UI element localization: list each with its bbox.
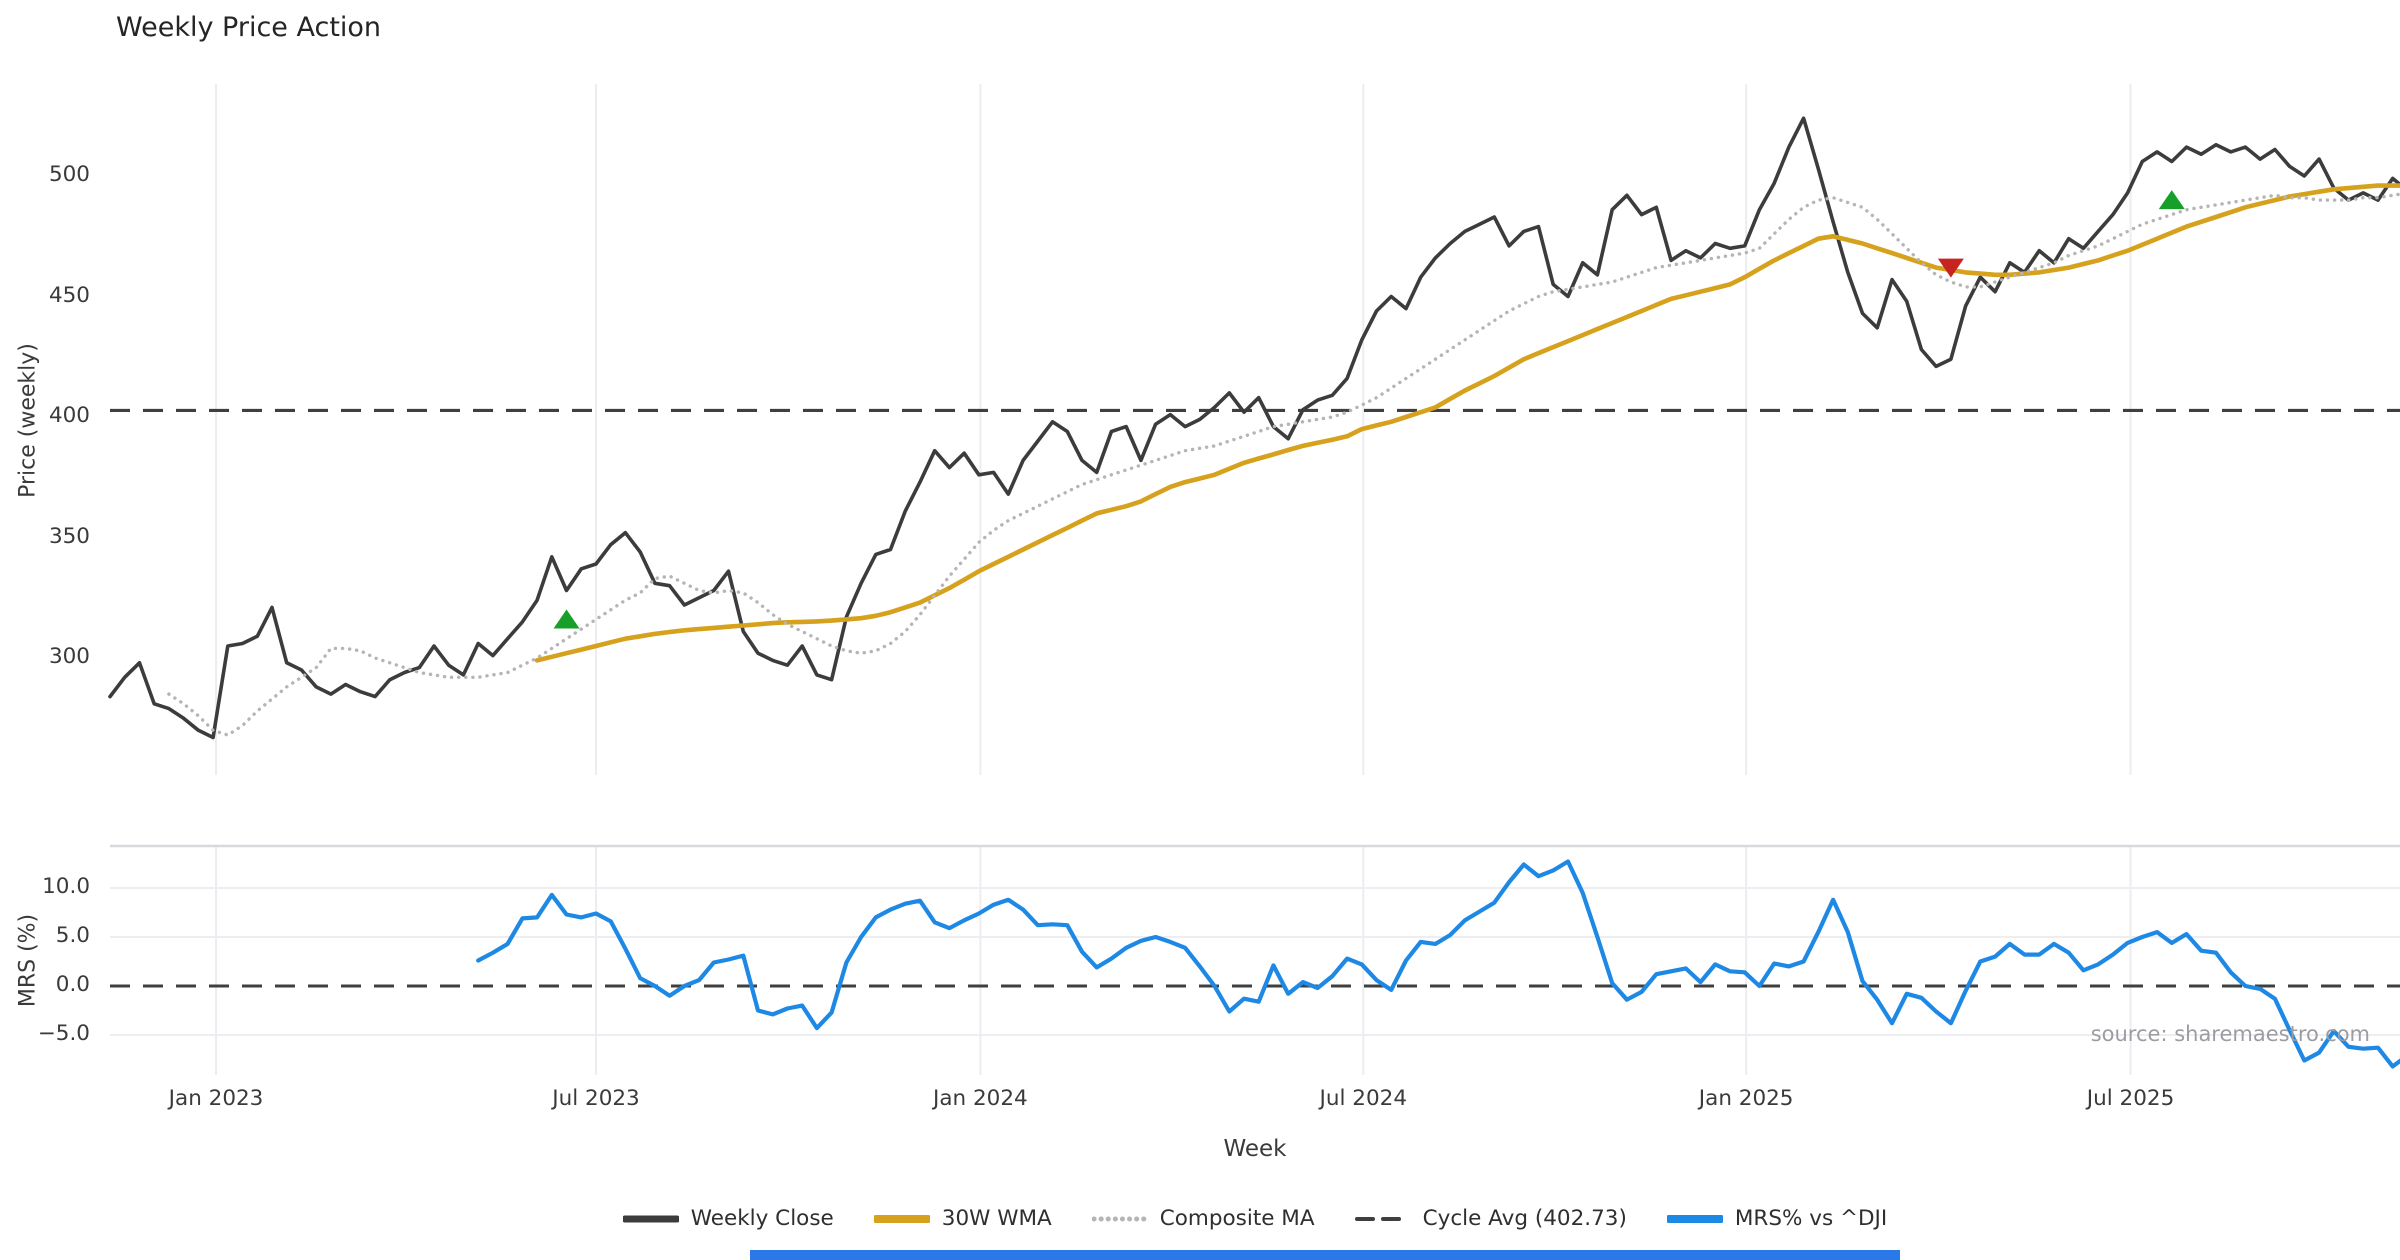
price-tick-label: 350 (48, 523, 90, 549)
source-note: source: sharemaestro.com (2090, 1022, 2370, 1046)
legend-item-composite-ma[interactable]: Composite MA (1091, 1206, 1315, 1231)
legend-swatch (1354, 1216, 1411, 1221)
mrs-axis-title: MRS (%) (15, 913, 41, 1008)
buy-signal-marker (553, 609, 580, 629)
x-tick-label: Jul 2025 (2086, 1086, 2175, 1111)
price-tick-label: 300 (48, 644, 90, 669)
legend-label: 30W WMA (941, 1206, 1052, 1231)
legend-swatch (873, 1214, 930, 1223)
series-mrs-vs-dji (476, 859, 2400, 1069)
x-tick-label: Jul 2024 (1319, 1086, 1408, 1111)
legend-label: MRS% vs ^DJI (1734, 1206, 1888, 1231)
legend-label: Composite MA (1159, 1206, 1315, 1231)
sell-signal-marker (1937, 258, 1964, 278)
legend-item-30w-wma[interactable]: 30W WMA (873, 1206, 1052, 1231)
bottom-accent-bar (750, 1250, 1900, 1260)
mrs-tick-label: 0.0 (55, 972, 90, 997)
x-axis-title: Week (1223, 1136, 1287, 1162)
mrs-tick-label: −5.0 (37, 1021, 90, 1046)
legend-label: Cycle Avg (402.73) (1422, 1206, 1627, 1231)
series-weekly-close (108, 116, 2400, 740)
x-tick-label: Jan 2023 (168, 1086, 264, 1111)
legend: Weekly Close 30W WMA Composite MA Cycle Avg… (110, 1206, 2400, 1231)
chart-title: Weekly Price Action (116, 12, 382, 43)
legend-label: Weekly Close (690, 1206, 834, 1231)
mrs-tick-label: 5.0 (55, 923, 90, 948)
price-tick-label: 500 (48, 162, 90, 187)
mrs-tick-label: 10.0 (42, 874, 90, 899)
legend-swatch (1666, 1214, 1723, 1223)
legend-item-weekly-close[interactable]: Weekly Close (622, 1206, 834, 1231)
price-tick-label: 400 (48, 403, 90, 428)
legend-swatch (1091, 1216, 1148, 1221)
series-30w-wma (534, 183, 2400, 663)
legend-swatch (622, 1215, 679, 1222)
legend-item-mrs-vs-dji[interactable]: MRS% vs ^DJI (1666, 1206, 1888, 1231)
x-tick-label: Jan 2024 (933, 1086, 1028, 1111)
buy-signal-marker (2158, 190, 2185, 210)
series-composite-ma (167, 192, 2400, 737)
legend-item-cycle-avg-402-73-[interactable]: Cycle Avg (402.73) (1354, 1206, 1627, 1231)
x-tick-label: Jul 2023 (552, 1086, 640, 1111)
x-tick-label: Jan 2025 (1698, 1086, 1794, 1111)
price-tick-label: 450 (48, 282, 90, 308)
